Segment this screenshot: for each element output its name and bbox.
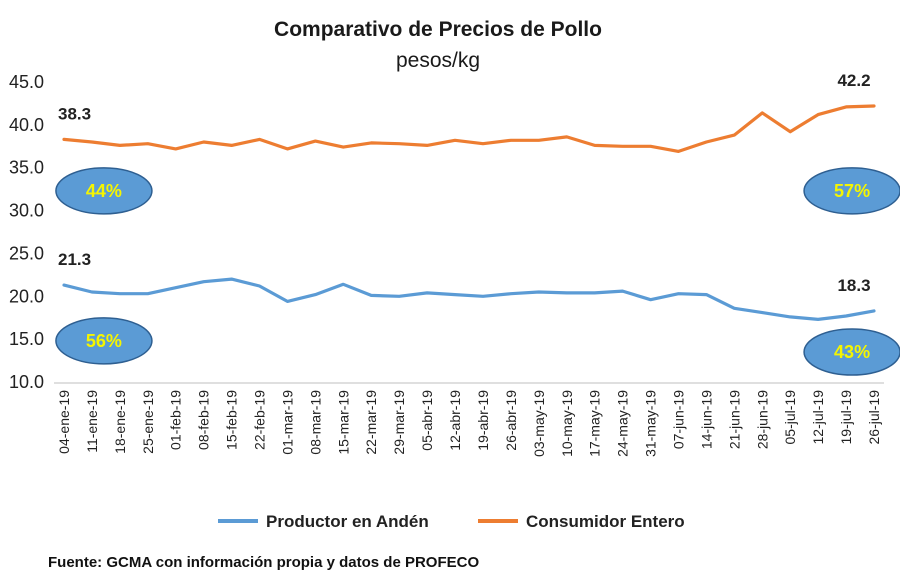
y-tick-label: 25.0: [9, 243, 44, 263]
x-tick-label: 19-abr-19: [475, 390, 491, 451]
legend-label-consumidor: Consumidor Entero: [526, 512, 685, 531]
y-tick-label: 30.0: [9, 201, 44, 221]
x-tick-label: 10-may-19: [559, 390, 575, 457]
x-tick-label: 11-ene-19: [84, 390, 100, 453]
x-tick-label: 17-may-19: [587, 390, 603, 457]
percent-callout-bubble: [55, 317, 153, 365]
y-tick-label: 10.0: [9, 372, 44, 392]
percent-callout-label: 43%: [834, 342, 870, 362]
annotation-layer: 44% 57% 56% 43%: [55, 167, 900, 376]
y-tick-label: 35.0: [9, 158, 44, 178]
y-tick-label: 20.0: [9, 286, 44, 306]
x-tick-label: 04-ene-19: [56, 390, 72, 454]
series-line-productor: [62, 277, 876, 321]
x-axis: 04-ene-19 11-ene-19 18-ene-19 25-ene-19 01-f…: [56, 390, 882, 457]
x-tick-label: 12-abr-19: [447, 390, 463, 451]
percent-callout-bubble: [803, 167, 900, 215]
x-tick-label: 22-feb-19: [252, 390, 268, 450]
chart-title: Comparativo de Precios de Pollo: [274, 18, 602, 41]
y-tick-label: 40.0: [9, 115, 44, 135]
x-tick-label: 08-mar-19: [307, 390, 323, 455]
y-tick-label: 45.0: [9, 72, 44, 92]
data-label: 21.3: [58, 250, 91, 269]
percent-callout-bubble: [803, 328, 900, 376]
x-tick-label: 25-ene-19: [140, 390, 156, 454]
x-tick-label: 01-feb-19: [168, 390, 184, 450]
x-tick-label: 19-jul-19: [838, 390, 854, 445]
x-tick-label: 22-mar-19: [363, 390, 379, 455]
x-tick-label: 07-jun-19: [670, 390, 686, 449]
series-layer: [62, 104, 876, 321]
percent-callout-label: 44%: [86, 181, 122, 201]
x-tick-label: 12-jul-19: [810, 390, 826, 445]
data-label: 18.3: [837, 276, 870, 295]
x-tick-label: 08-feb-19: [196, 390, 212, 450]
data-label: 38.3: [58, 104, 91, 123]
legend: Productor en Andén Consumidor Entero: [218, 512, 685, 531]
percent-callout-label: 57%: [834, 181, 870, 201]
x-tick-label: 21-jun-19: [726, 390, 742, 449]
x-tick-label: 15-feb-19: [224, 390, 240, 450]
percent-callout-bubble: [55, 167, 153, 215]
data-label: 42.2: [837, 71, 870, 90]
x-tick-label: 01-mar-19: [279, 390, 295, 455]
x-tick-label: 29-mar-19: [391, 390, 407, 455]
legend-label-productor: Productor en Andén: [266, 512, 429, 531]
x-tick-label: 26-jul-19: [866, 390, 882, 445]
x-tick-label: 14-jun-19: [698, 390, 714, 449]
x-tick-label: 05-abr-19: [419, 390, 435, 451]
x-tick-label: 26-abr-19: [503, 390, 519, 451]
x-tick-label: 15-mar-19: [335, 390, 351, 455]
y-axis: 10.0 15.0 20.0 25.0 30.0 35.0 40.0 45.0: [9, 72, 44, 392]
data-label-layer: 38.3 42.2 21.3 18.3: [58, 71, 871, 295]
percent-callout-label: 56%: [86, 331, 122, 351]
source-note: Fuente: GCMA con información propia y da…: [48, 554, 479, 571]
x-tick-label: 31-may-19: [643, 390, 659, 457]
y-tick-label: 15.0: [9, 329, 44, 349]
x-tick-label: 18-ene-19: [112, 390, 128, 454]
series-line-consumidor: [62, 104, 876, 153]
chart-subtitle: pesos/kg: [396, 49, 480, 72]
x-tick-label: 05-jul-19: [782, 390, 798, 445]
x-tick-label: 03-may-19: [531, 390, 547, 457]
x-tick-label: 24-may-19: [615, 390, 631, 457]
x-tick-label: 28-jun-19: [754, 390, 770, 449]
